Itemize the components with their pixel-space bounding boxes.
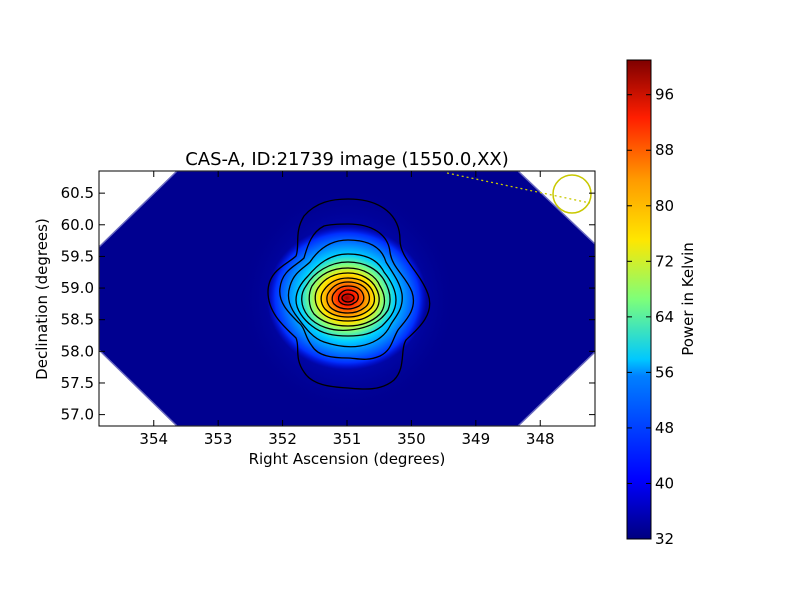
x-tick-label: 354 [139, 430, 168, 448]
x-tick-label: 348 [526, 430, 555, 448]
beam-marker [552, 174, 592, 214]
colorbar-gradient [626, 59, 652, 540]
y-axis-ticks: 57.0 57.5 58.0 58.5 59.0 59.5 60.0 60.5 [61, 184, 595, 424]
colorbar-tick-label: 88 [655, 141, 674, 159]
colorbar-tick-label: 48 [655, 419, 674, 437]
contour-lines [267, 198, 431, 390]
y-tick-label: 57.5 [61, 374, 94, 392]
x-tick-label: 353 [204, 430, 233, 448]
colorbar: 32 40 48 56 64 72 80 88 96 Power in Kelvin [626, 59, 697, 548]
colorbar-tick-label: 72 [655, 252, 674, 270]
colorbar-tick-label: 56 [655, 363, 674, 381]
colorbar-label: Power in Kelvin [679, 242, 697, 356]
contour-4 [295, 253, 397, 337]
colorbar-tick-label: 64 [655, 308, 674, 326]
contour-3 [287, 239, 403, 348]
colorbar-tick-label: 96 [655, 86, 674, 104]
y-tick-label: 60.0 [61, 216, 94, 234]
contour-6 [308, 267, 386, 327]
contour-10 [331, 285, 365, 310]
chart-title: CAS-A, ID:21739 image (1550.0,XX) [185, 149, 509, 170]
x-tick-label: 352 [268, 430, 297, 448]
y-tick-label: 60.5 [61, 184, 94, 202]
contour-8 [320, 277, 376, 318]
colorbar-ticks: 32 40 48 56 64 72 80 88 96 [627, 86, 674, 548]
contour-1 [267, 198, 431, 390]
contour-7 [314, 272, 380, 322]
x-axis-ticks: 354 353 352 351 350 349 348 [139, 171, 555, 448]
y-tick-label: 58.0 [61, 342, 94, 360]
y-tick-label: 57.0 [61, 406, 94, 424]
y-tick-label: 59.0 [61, 279, 94, 297]
contour-12 [341, 293, 355, 303]
x-tick-label: 351 [333, 430, 362, 448]
contour-9 [326, 281, 371, 314]
y-axis-label: Declination (degrees) [33, 218, 51, 380]
colorbar-tick-label: 40 [655, 474, 674, 492]
x-tick-label: 349 [462, 430, 491, 448]
image-area [99, 171, 595, 426]
contour-2 [279, 223, 415, 360]
contour-5 [301, 261, 391, 332]
colorbar-tick-label: 32 [655, 530, 674, 548]
source-core [267, 226, 427, 370]
x-axis-label: Right Ascension (degrees) [249, 450, 446, 468]
y-tick-label: 58.5 [61, 311, 94, 329]
contour-11 [337, 289, 359, 306]
y-tick-label: 59.5 [61, 247, 94, 265]
colorbar-tick-label: 80 [655, 197, 674, 215]
x-tick-label: 350 [397, 430, 426, 448]
beam-pointer-line [446, 172, 591, 204]
